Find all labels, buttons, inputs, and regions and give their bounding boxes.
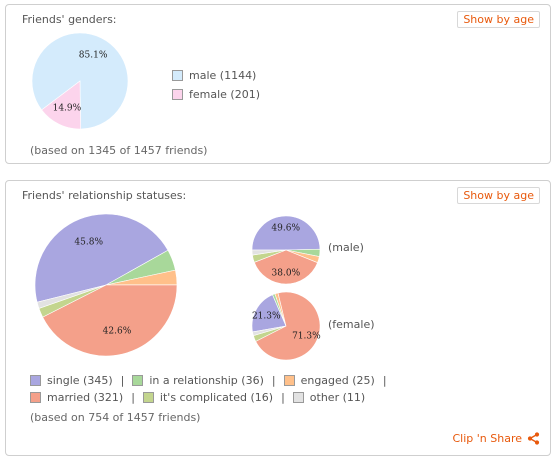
male-pie-slice-married <box>253 249 318 285</box>
legend-label-engaged: engaged (25) <box>300 374 375 387</box>
female-pie-slice-other <box>252 325 287 337</box>
legend-label-its-complicated: it's complicated (16) <box>159 391 274 404</box>
female-pie-label: (female) <box>328 318 375 331</box>
relationship-panel: Friends' relationship statuses: Show by … <box>5 180 551 456</box>
male-pie-slice-label: 49.6% <box>271 224 300 234</box>
legend-single: single (345) <box>30 374 113 387</box>
legend-its-complicated: it's complicated (16) <box>142 391 274 404</box>
relationship-pie-slice-label: 45.8% <box>74 237 103 247</box>
legend-label-single: single (345) <box>47 374 113 387</box>
legend-separator: | <box>271 374 276 387</box>
relationship-legend-row-2: married (321) | it's complicated (16) | … <box>30 391 365 404</box>
relationship-pie-charts: 45.8% 42.6% 49.6% 38.0% 21.3% 71.3% <box>34 213 321 361</box>
legend-separator: | <box>281 391 285 404</box>
legend-swatch-other <box>292 392 304 403</box>
male-pie-slice-other <box>251 249 287 256</box>
legend-swatch-male <box>172 70 183 81</box>
female-pie-slice-single <box>251 294 287 333</box>
female-pie-slice-label: 21.3% <box>252 311 281 321</box>
gender-pie-slice-female <box>41 80 81 130</box>
legend-swatch-its-complicated <box>142 392 154 403</box>
female-pie-slice-label: 71.3% <box>292 331 321 341</box>
legend-swatch-married <box>30 392 41 403</box>
male-pie-slice-single <box>251 215 321 251</box>
relationship-note: (based on 754 of 1457 friends) <box>30 411 201 424</box>
relationship-pie-slice-other <box>36 284 107 309</box>
relationship-legend-row-1: single (345) | in a relationship (36) | … <box>30 374 395 387</box>
legend-engaged: engaged (25) <box>283 374 375 387</box>
legend-in-a-relationship: in a relationship (36) <box>132 374 264 387</box>
relationship-pie-slice-single <box>34 213 169 303</box>
gender-pie-slice-label: 14.9% <box>53 104 82 114</box>
genders-title: Friends' genders: <box>22 13 117 26</box>
legend-separator: | <box>120 374 125 387</box>
clip-n-share-label: Clip 'n Share <box>452 432 522 445</box>
legend-married: married (321) <box>30 391 123 404</box>
relationship-title: Friends' relationship statuses: <box>22 189 187 202</box>
legend-label-male: male (1144) <box>189 69 257 82</box>
legend-swatch-single <box>30 375 41 386</box>
legend-male: male (1144) <box>172 69 256 82</box>
relationship-pie-slice-label: 42.6% <box>103 327 132 337</box>
legend-other: other (11) <box>292 391 366 404</box>
legend-label-female: female (201) <box>189 88 260 101</box>
share-icon <box>527 432 540 445</box>
legend-female: female (201) <box>172 88 260 101</box>
genders-panel: Friends' genders: Show by age 85.1% 14.9%… <box>5 4 551 164</box>
relationship-pie-slice-married <box>42 284 178 357</box>
legend-label-married: married (321) <box>47 391 124 404</box>
genders-pie-chart: 85.1% 14.9% <box>31 32 129 130</box>
legend-label-other: other (11) <box>309 391 366 404</box>
relationship-show-by-age-button[interactable]: Show by age <box>457 187 540 204</box>
legend-swatch-female <box>172 89 183 100</box>
genders-note: (based on 1345 of 1457 friends) <box>30 144 208 157</box>
legend-separator: | <box>131 391 135 404</box>
clip-n-share-button[interactable]: Clip 'n Share <box>452 432 540 445</box>
male-pie-label: (male) <box>328 241 364 254</box>
legend-swatch-in-a-relationship <box>132 375 144 386</box>
genders-show-by-age-button[interactable]: Show by age <box>457 11 540 28</box>
female-pie-slice-married <box>255 291 321 361</box>
legend-swatch-engaged <box>283 375 295 386</box>
male-pie-slice-label: 38.0% <box>272 268 301 278</box>
legend-label-in-a-relationship: in a relationship (36) <box>149 374 264 387</box>
gender-pie-slice-label: 85.1% <box>79 50 108 60</box>
legend-separator: | <box>382 374 387 387</box>
